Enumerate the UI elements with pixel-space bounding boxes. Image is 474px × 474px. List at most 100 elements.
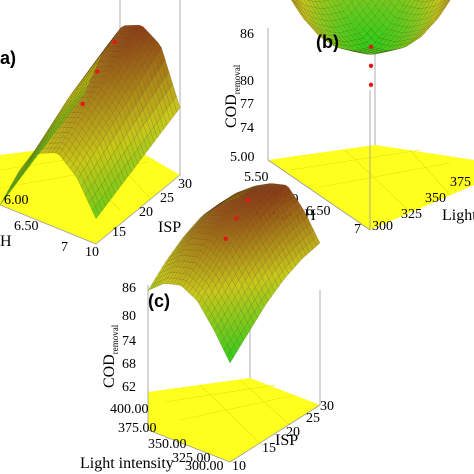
surface-cell — [371, 0, 380, 6]
panel-c-z-tick: 86 — [122, 281, 136, 296]
panel-b-x-tick: 5.00 — [230, 150, 255, 165]
surface-cell — [426, 0, 432, 2]
surface-cell — [410, 0, 419, 8]
surface-cell — [304, 0, 312, 7]
panel-b-z-tick: 86 — [240, 27, 254, 42]
surface-cell — [298, 0, 304, 5]
surface-cell — [402, 0, 411, 6]
surface-cell — [327, 0, 336, 7]
panel-c-z-tick: 62 — [122, 380, 136, 395]
panel-c-x-tick: 350.00 — [148, 437, 187, 452]
surface-cell — [343, 0, 352, 7]
panel-b-x-tick: 7 — [354, 222, 361, 237]
design-point — [245, 198, 251, 203]
panel-c-x-tick: 375.00 — [118, 421, 157, 436]
panel-b-y-tick: 375 — [450, 175, 471, 190]
surface-cell — [296, 0, 300, 3]
surface-cell — [291, 0, 296, 4]
surface-cell — [379, 0, 386, 5]
surface-cell — [389, 0, 393, 3]
panel-a-y-tick: 20 — [139, 205, 153, 220]
panel-b-z-tick: 80 — [240, 74, 254, 89]
surface-cell — [234, 195, 242, 199]
surface-cell — [350, 0, 354, 3]
panel-c-x-tick: 300.00 — [185, 459, 224, 474]
panel-a-surface — [0, 24, 181, 220]
panel-c-y-label: ISP — [275, 432, 298, 449]
surface-cell — [422, 0, 428, 2]
design-point — [368, 82, 374, 88]
surface-cell — [434, 0, 442, 7]
panel-c-y-tick: 25 — [306, 411, 320, 426]
surface-cell — [307, 0, 312, 1]
panel-b-y-tick: 300 — [372, 219, 393, 234]
surface-cell — [406, 0, 415, 7]
surface-cell — [383, 0, 392, 9]
panel-b-x-tick: 6.50 — [306, 204, 331, 219]
panel-c-y-tick: 10 — [232, 459, 246, 474]
panel-c-z-tick: 74 — [122, 334, 136, 349]
design-point — [80, 101, 85, 107]
panel-c-z-label: CODremoval — [101, 324, 120, 388]
panel-a-y-tick: 10 — [85, 245, 99, 260]
surface-cell — [323, 0, 332, 8]
panel-c-x-label: Light intensity — [80, 455, 174, 472]
panel-c-y-tick: 30 — [320, 399, 334, 414]
surface-cell — [300, 0, 308, 7]
surface-cell — [442, 0, 449, 6]
panel-a-y-label: ISP — [158, 219, 181, 236]
surface-cell — [414, 0, 420, 1]
design-point — [95, 69, 100, 74]
panel-b-floor-grid — [289, 149, 451, 213]
surface-cell — [80, 85, 88, 99]
panel-b-y-tick: 325 — [401, 207, 422, 222]
surface-cell — [430, 0, 435, 1]
panel-c-floor-grid — [164, 379, 296, 446]
design-point — [234, 216, 239, 221]
panel-a-x-label: pH — [0, 233, 12, 250]
panel-c-label: (c) — [148, 291, 170, 311]
panel-a-x-tick: 6.00 — [4, 193, 29, 208]
panel-b-design-points — [368, 44, 374, 88]
panel-a-design-points — [80, 39, 117, 107]
panel-b-surface — [291, 0, 451, 55]
panel-a-y-tick: 15 — [112, 225, 126, 240]
surface-cell — [332, 0, 340, 6]
panel-b-z-tick: 74 — [240, 121, 254, 136]
panel-b-frame — [267, 0, 376, 231]
surface-cell — [442, 0, 446, 3]
panel-c-x-tick: 400.00 — [110, 402, 149, 417]
surface-cell — [363, 0, 372, 6]
design-point — [368, 63, 374, 68]
design-point — [368, 44, 374, 49]
panel-c-z-tick: 80 — [122, 309, 136, 324]
surface-cell — [390, 0, 400, 7]
panel-b-x-tick: 5.50 — [244, 170, 269, 185]
panel-a: (a) 6.00 6.50 7 pH 10 15 20 25 30 ISP — [0, 0, 192, 260]
surface-cell — [398, 0, 406, 6]
surface-cell — [323, 0, 328, 1]
panel-b-y-tick: 350 — [425, 191, 446, 206]
surface-cell — [311, 0, 316, 2]
surface-cell — [293, 0, 300, 6]
surface-cell — [445, 0, 451, 4]
surface-cell — [430, 0, 438, 7]
panel-b-z-tick: 77 — [240, 97, 254, 112]
surface-cell — [314, 0, 320, 2]
panel-c-design-points — [223, 198, 251, 241]
surface-cell — [418, 0, 424, 2]
panel-c-z-tick: 68 — [122, 357, 136, 372]
surface-cell — [318, 0, 324, 2]
design-point — [112, 39, 117, 45]
panel-c-y-tick: 15 — [262, 441, 276, 456]
panel-a-x-tick: 6.50 — [14, 219, 39, 234]
panel-b-label: (b) — [316, 32, 339, 52]
surface-cell — [438, 0, 444, 5]
panel-b-floor — [268, 145, 474, 230]
panel-c-x-tick: 325.00 — [172, 451, 211, 466]
panel-b-y-label: Light — [442, 207, 474, 224]
panel-b-z-label: CODremoval — [223, 64, 242, 128]
panel-a-y-tick: 25 — [160, 191, 174, 206]
design-point — [223, 236, 228, 241]
